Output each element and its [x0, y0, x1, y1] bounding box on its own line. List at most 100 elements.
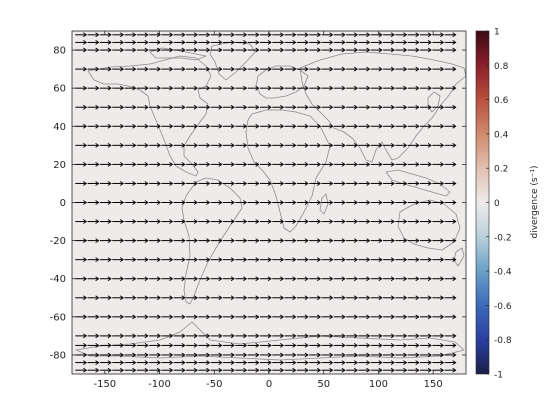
wind-arrow — [346, 219, 358, 224]
wind-arrow — [99, 352, 112, 358]
wind-arrow — [99, 238, 112, 243]
y-tick-label: -20 — [50, 236, 66, 247]
x-tick-label: -50 — [206, 379, 222, 390]
coastline-north-america — [87, 55, 212, 177]
wind-arrow — [235, 85, 248, 91]
wind-arrow — [235, 123, 248, 129]
wind-arrow — [420, 123, 432, 129]
wind-arrow — [198, 219, 211, 224]
wind-arrow — [284, 238, 297, 243]
wind-arrow — [210, 219, 223, 224]
wind-arrow — [321, 343, 334, 348]
wind-arrow — [432, 352, 445, 358]
wind-arrow — [186, 85, 198, 91]
wind-arrow — [420, 162, 432, 167]
wind-arrow — [173, 367, 186, 373]
wind-arrow — [346, 47, 358, 53]
wind-arrow — [395, 40, 408, 45]
wind-arrow — [407, 314, 420, 320]
wind-arrow — [370, 219, 383, 224]
wind-arrow — [235, 238, 248, 243]
wind-arrow — [346, 295, 358, 301]
y-tick-label: 40 — [53, 122, 66, 133]
wind-arrow — [235, 40, 248, 45]
wind-arrow — [149, 257, 161, 263]
wind-arrow — [309, 142, 322, 148]
wind-arrow — [87, 257, 100, 263]
wind-arrow — [124, 181, 137, 186]
wind-arrow — [321, 123, 334, 129]
wind-arrow — [247, 47, 260, 53]
wind-arrow — [420, 276, 432, 282]
wind-arrow — [296, 295, 309, 301]
wind-arrow — [161, 162, 174, 167]
wind-arrow — [223, 40, 235, 45]
wind-arrow — [112, 219, 125, 224]
wind-arrow — [358, 40, 371, 45]
wind-arrow — [321, 333, 334, 339]
wind-arrow — [333, 276, 346, 282]
wind-arrow — [186, 367, 198, 373]
wind-arrow — [407, 85, 420, 91]
wind-arrow — [259, 162, 272, 167]
wind-arrow — [75, 257, 88, 263]
wind-arrow — [235, 200, 248, 205]
x-tick-label: -150 — [93, 379, 116, 390]
wind-arrow — [136, 200, 149, 205]
colorbar: 1 0.8 0.6 0.4 0.2 0 -0.2 -0.4 -0.6 -0.8 -1 diverge… — [475, 28, 540, 381]
wind-arrow — [210, 314, 223, 320]
wind-arrow — [272, 295, 285, 301]
wind-arrow — [370, 276, 383, 282]
y-tick-label: -80 — [50, 350, 66, 361]
wind-arrow — [395, 104, 408, 110]
wind-arrow — [247, 276, 260, 282]
wind-arrow — [99, 32, 112, 38]
wind-arrow — [87, 333, 100, 339]
wind-arrow — [407, 32, 420, 38]
wind-arrow — [395, 367, 408, 373]
wind-arrow — [321, 295, 334, 301]
wind-arrow — [370, 181, 383, 186]
wind-arrow — [87, 123, 100, 129]
wind-arrow — [173, 219, 186, 224]
wind-arrow — [87, 219, 100, 224]
wind-arrow — [432, 40, 445, 45]
wind-arrow — [383, 66, 395, 72]
wind-arrow — [247, 32, 260, 38]
wind-arrow — [407, 123, 420, 129]
wind-arrow — [432, 314, 445, 320]
wind-arrow — [161, 360, 174, 365]
wind-arrow — [420, 343, 432, 348]
wind-arrow — [124, 123, 137, 129]
wind-arrow — [358, 66, 371, 72]
wind-arrow — [296, 47, 309, 53]
wind-arrow — [247, 66, 260, 72]
wind-arrow — [321, 360, 334, 365]
wind-arrow — [87, 142, 100, 148]
wind-arrow — [370, 238, 383, 243]
wind-arrow — [407, 200, 420, 205]
wind-arrow — [296, 360, 309, 365]
wind-arrow — [432, 295, 445, 301]
wind-arrow — [223, 181, 235, 186]
wind-arrow — [444, 85, 457, 91]
wind-arrow — [309, 295, 322, 301]
wind-arrow — [87, 181, 100, 186]
wind-arrow — [383, 85, 395, 91]
wind-arrow — [198, 367, 211, 373]
wind-arrow — [284, 47, 297, 53]
wind-arrow — [149, 104, 161, 110]
wind-arrow — [198, 257, 211, 263]
wind-arrow — [75, 142, 88, 148]
wind-arrow — [223, 352, 235, 358]
wind-arrow — [161, 295, 174, 301]
wind-arrow — [124, 295, 137, 301]
wind-arrow — [136, 219, 149, 224]
wind-arrow — [259, 333, 272, 339]
wind-arrow — [420, 66, 432, 72]
wind-arrow — [444, 32, 457, 38]
wind-arrow — [198, 142, 211, 148]
wind-arrow — [432, 47, 445, 53]
wind-arrow — [99, 360, 112, 365]
